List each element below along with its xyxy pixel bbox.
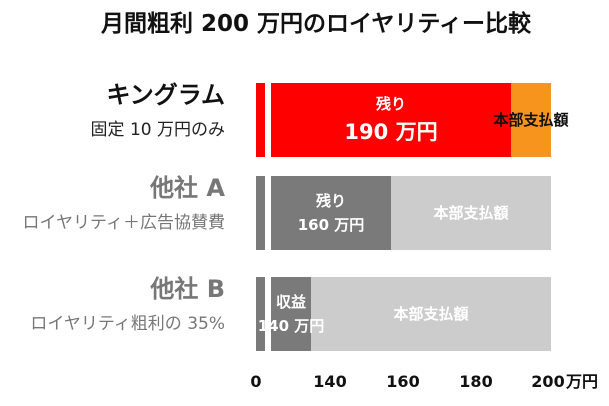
- x-axis-ticks: 0 140 160 180 200 万円: [250, 372, 598, 391]
- bar-remaining-value-1: 190 万円: [344, 120, 437, 144]
- category-sub-2: ロイヤリティ＋広告協賛費: [23, 213, 225, 233]
- bar-remaining-label-3: 収益: [276, 293, 306, 311]
- x-tick-140: 140: [313, 372, 346, 391]
- category-name-2: 他社 A: [149, 174, 225, 202]
- bar-remaining-label-1: 残り: [376, 95, 406, 113]
- x-tick-0: 0: [250, 372, 261, 391]
- bar-remaining-3: [271, 277, 311, 351]
- category-name-3: 他社 B: [149, 275, 225, 303]
- bar-fee-1: [511, 83, 551, 157]
- bar-fee-label-1: 本部支払額: [493, 111, 568, 129]
- bar-fee-label-3: 本部支払額: [393, 305, 468, 323]
- chart-title: 月間粗利 200 万円のロイヤリティー比較: [100, 10, 532, 37]
- bar-fee-3: [311, 277, 551, 351]
- x-tick-180: 180: [459, 372, 492, 391]
- category-sub-1: 固定 10 万円のみ: [91, 120, 225, 140]
- bar-stub-1: [256, 83, 265, 157]
- bar-remaining-value-3: 140 万円: [258, 317, 325, 335]
- category-sub-3: ロイヤリティ粗利の 35%: [30, 314, 225, 334]
- category-name-1: キングラム: [106, 81, 225, 109]
- bar-remaining-label-2: 残り: [316, 192, 346, 210]
- bar-remaining-1: [271, 83, 511, 157]
- bar-stub-2: [256, 176, 265, 250]
- x-tick-200: 200: [531, 372, 564, 391]
- bar-fee-label-2: 本部支払額: [433, 204, 508, 222]
- bar-fee-2: [391, 176, 551, 250]
- x-axis-unit: 万円: [565, 372, 598, 391]
- bar-stub-3: [256, 277, 265, 351]
- bar-remaining-value-2: 160 万円: [298, 216, 365, 234]
- bar-remaining-2: [271, 176, 391, 250]
- x-tick-160: 160: [386, 372, 419, 391]
